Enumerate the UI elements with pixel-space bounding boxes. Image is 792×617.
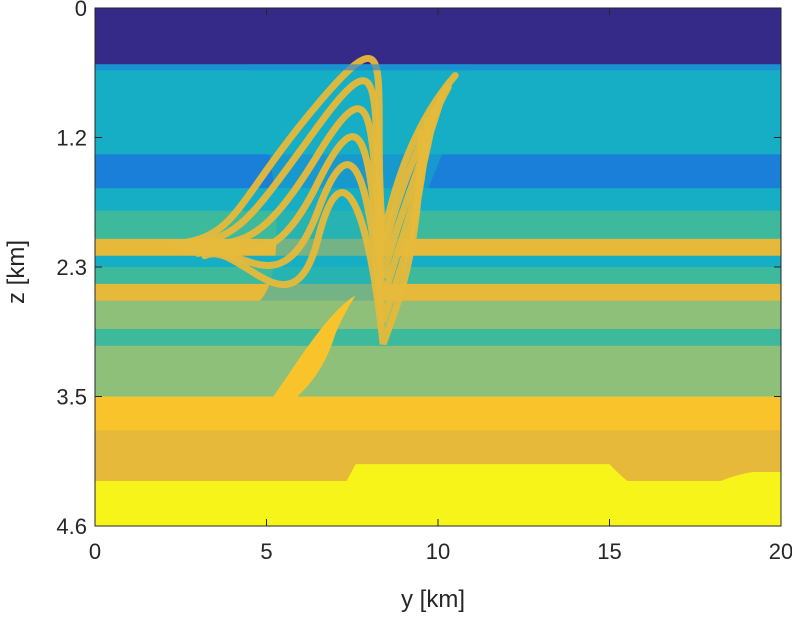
x-tick-label-4: 20 bbox=[769, 539, 792, 564]
velocity-layer-10 bbox=[95, 267, 781, 285]
y-axis-label: z [km] bbox=[3, 240, 30, 304]
y-tick-label-2: 2.3 bbox=[56, 255, 87, 280]
seafloor-band bbox=[95, 64, 781, 71]
fold-band-5 bbox=[201, 128, 425, 346]
velocity-layer-13 bbox=[95, 328, 781, 347]
velocity-layer-16 bbox=[95, 396, 781, 431]
velocity-layer-14 bbox=[95, 345, 781, 381]
plot-area bbox=[95, 8, 781, 526]
fold-band-2 bbox=[180, 94, 445, 279]
fold-wedge bbox=[225, 64, 473, 301]
velocity-layer-15 bbox=[95, 379, 781, 397]
y-tick-label-1: 1.2 bbox=[56, 126, 87, 151]
velocity-layer-9 bbox=[95, 255, 781, 268]
x-tick-label-1: 5 bbox=[260, 539, 272, 564]
x-tick-label-2: 10 bbox=[426, 539, 450, 564]
velocity-layer-6 bbox=[95, 188, 781, 212]
y-tick-label-4: 4.6 bbox=[56, 514, 87, 539]
x-axis: 0 5 10 15 20 bbox=[89, 8, 792, 564]
fold-band-4 bbox=[194, 117, 432, 323]
velocity-layer-7 bbox=[95, 210, 781, 240]
y-axis: 0 1.2 2.3 3.5 4.6 bbox=[56, 0, 781, 539]
fold-band-3 bbox=[187, 105, 439, 301]
x-tick-label-3: 15 bbox=[597, 539, 621, 564]
salt-body bbox=[249, 295, 356, 425]
x-axis-label: y [km] bbox=[401, 586, 465, 613]
geologic-structures bbox=[95, 54, 781, 526]
y-tick-label-0: 0 bbox=[75, 0, 87, 21]
fold-band-1 bbox=[173, 77, 452, 257]
velocity-layer-0 bbox=[95, 8, 781, 65]
x-tick-label-0: 0 bbox=[89, 539, 101, 564]
velocity-layer-17 bbox=[95, 430, 781, 454]
basement-bump bbox=[328, 464, 781, 526]
velocity-layer-11 bbox=[95, 283, 781, 302]
velocity-layer-12 bbox=[95, 300, 781, 330]
y-tick-label-3: 3.5 bbox=[56, 385, 87, 410]
